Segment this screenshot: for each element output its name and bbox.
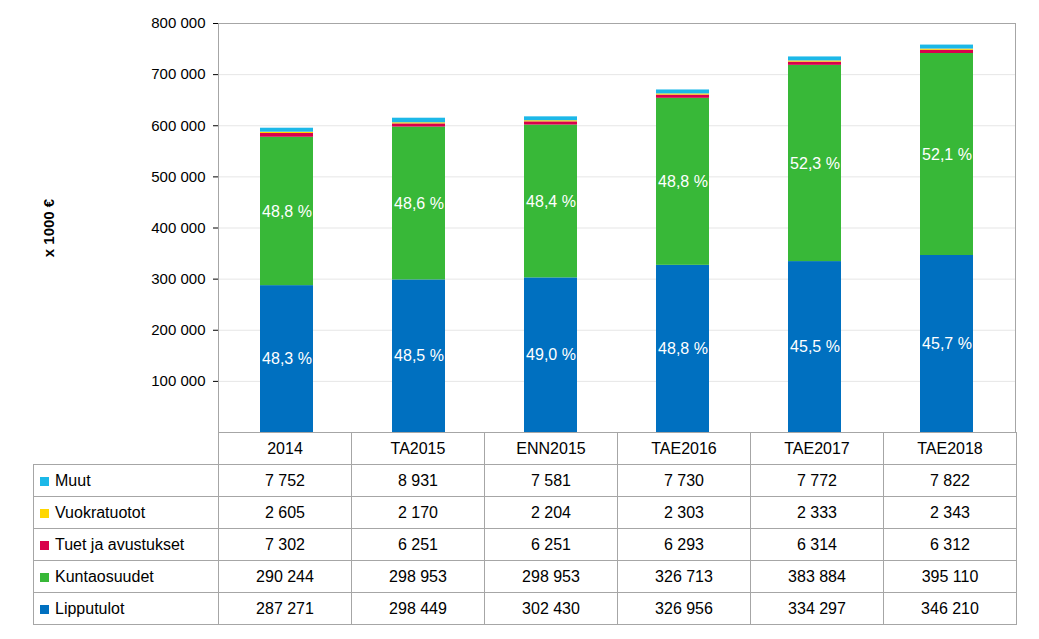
html-text:7 302: 7 302 <box>265 535 305 553</box>
svg-text:100 000: 100 000 <box>151 372 205 389</box>
html-text:2 303: 2 303 <box>664 503 704 521</box>
html-text:2 204: 2 204 <box>531 503 571 521</box>
svg-text:48,4 %: 48,4 % <box>526 193 576 210</box>
svg-text:52,3 %: 52,3 % <box>790 155 840 172</box>
svg-text:600 000: 600 000 <box>151 117 205 134</box>
html-text:395 110: 395 110 <box>921 567 979 585</box>
svg-text:52,1 %: 52,1 % <box>922 146 972 163</box>
svg-text:48,8 %: 48,8 % <box>262 203 312 220</box>
html-text:6 312: 6 312 <box>930 535 970 553</box>
svg-text:x 1000 €: x 1000 € <box>40 198 57 257</box>
html-text:334 297: 334 297 <box>788 599 846 617</box>
svg-text:400 000: 400 000 <box>151 219 205 236</box>
html-text:326 713: 326 713 <box>655 567 713 585</box>
html-text:6 251: 6 251 <box>531 535 571 553</box>
html-text:290 244: 290 244 <box>256 567 314 585</box>
html-text:Kuntaosuudet: Kuntaosuudet <box>55 567 154 585</box>
html-text:TA2015: TA2015 <box>390 439 446 457</box>
html-text:2 333: 2 333 <box>797 503 837 521</box>
svg-text:48,3 %: 48,3 % <box>262 350 312 367</box>
svg-text:700 000: 700 000 <box>151 65 205 82</box>
html-text:7 822: 7 822 <box>930 471 970 489</box>
html-text:7 581: 7 581 <box>531 471 571 489</box>
html-text:Muut: Muut <box>55 471 91 489</box>
html-text:302 430: 302 430 <box>522 599 580 617</box>
html-text:346 210: 346 210 <box>921 599 979 617</box>
html-text:7 730: 7 730 <box>664 471 704 489</box>
svg-text:45,7 %: 45,7 % <box>922 335 972 352</box>
svg-text:48,6 %: 48,6 % <box>394 195 444 212</box>
html-text:7 772: 7 772 <box>797 471 837 489</box>
svg-text:45,5 %: 45,5 % <box>790 338 840 355</box>
html-text:298 953: 298 953 <box>522 567 580 585</box>
svg-text:48,8 %: 48,8 % <box>658 173 708 190</box>
html-text:6 293: 6 293 <box>664 535 704 553</box>
html-text:Vuokratuotot: Vuokratuotot <box>55 503 146 521</box>
html-text:2 170: 2 170 <box>398 503 438 521</box>
html-text:298 953: 298 953 <box>389 567 447 585</box>
svg-text:300 000: 300 000 <box>151 270 205 287</box>
html-text:8 931: 8 931 <box>398 471 438 489</box>
svg-text:200 000: 200 000 <box>151 321 205 338</box>
html-text:TAE2017: TAE2017 <box>784 439 850 457</box>
html-text:287 271: 287 271 <box>256 599 314 617</box>
svg-text:800 000: 800 000 <box>151 14 205 31</box>
html-text:TAE2018: TAE2018 <box>917 439 983 457</box>
svg-text:48,5 %: 48,5 % <box>394 347 444 364</box>
html-text:2 605: 2 605 <box>265 503 305 521</box>
html-text:326 956: 326 956 <box>655 599 713 617</box>
svg-text:48,8 %: 48,8 % <box>658 340 708 357</box>
html-text:383 884: 383 884 <box>788 567 846 585</box>
html-text:2 343: 2 343 <box>930 503 970 521</box>
html-text:6 251: 6 251 <box>398 535 438 553</box>
html-text:298 449: 298 449 <box>389 599 447 617</box>
html-text:ENN2015: ENN2015 <box>516 439 586 457</box>
html-text:6 314: 6 314 <box>797 535 837 553</box>
svg-text:49,0 %: 49,0 % <box>526 346 576 363</box>
svg-text:500 000: 500 000 <box>151 168 205 185</box>
html-text:Lipputulot: Lipputulot <box>55 599 125 617</box>
html-text:7 752: 7 752 <box>265 471 305 489</box>
html-text:2014: 2014 <box>267 439 303 457</box>
html-text:TAE2016: TAE2016 <box>651 439 717 457</box>
html-text:Tuet ja avustukset: Tuet ja avustukset <box>55 535 185 553</box>
